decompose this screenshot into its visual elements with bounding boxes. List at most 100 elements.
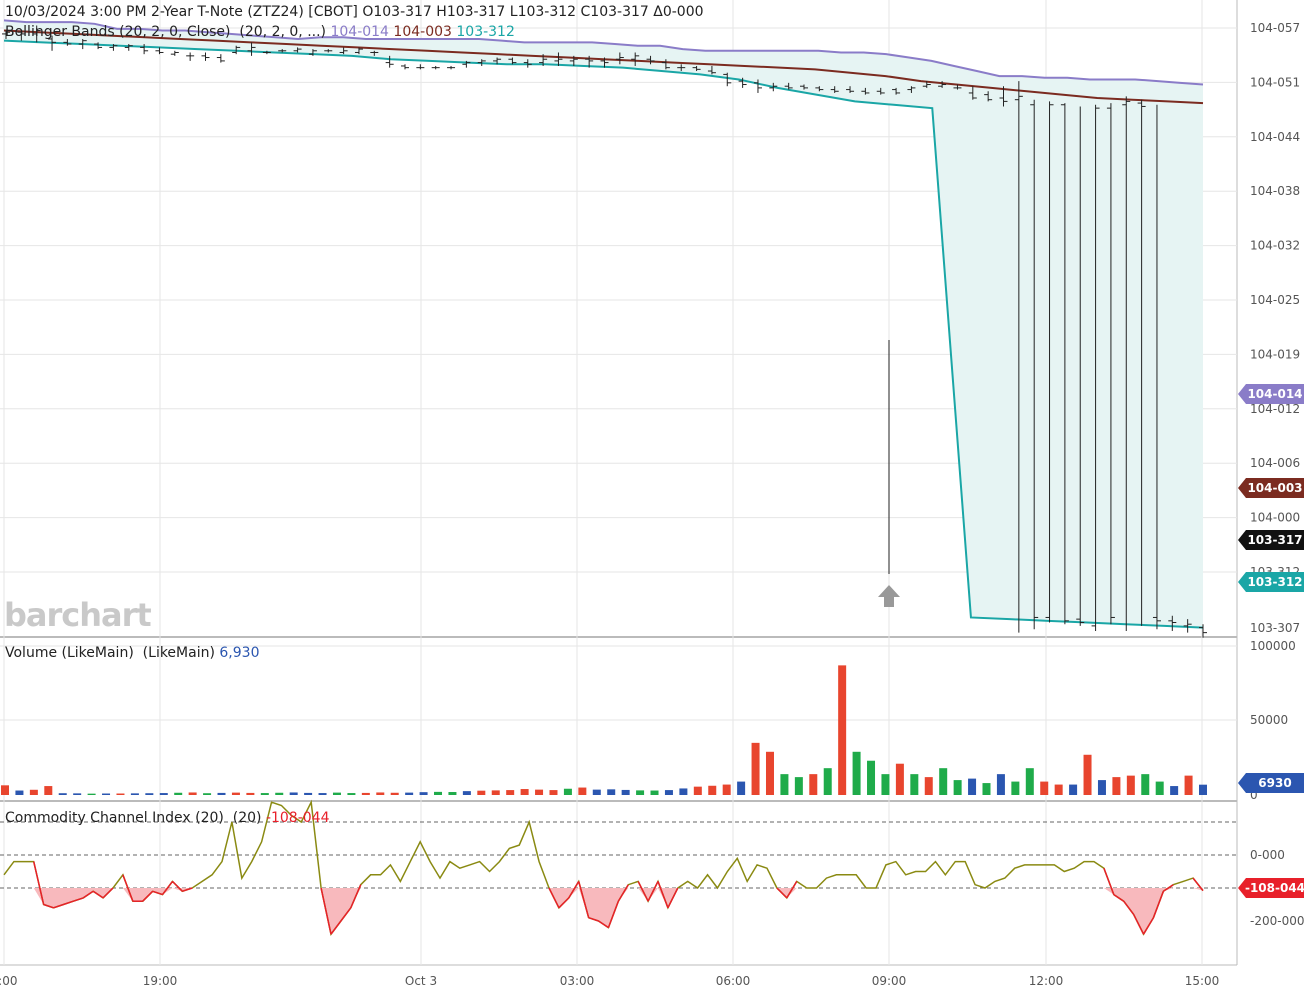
ohlc-bar	[631, 52, 640, 66]
barchart-watermark: barchart	[4, 596, 152, 634]
ohlc-bar	[815, 86, 824, 92]
ohlc-bar	[186, 52, 195, 61]
cci-line-oversold-segment	[32, 861, 45, 905]
upper-band-tag-text: 104-014	[1247, 387, 1302, 401]
cci-line-oversold-segment	[161, 880, 174, 896]
x-tick-label: Oct 3	[405, 974, 437, 988]
cci-tag-shape	[1238, 878, 1304, 898]
ohlc-bar	[201, 52, 210, 61]
cci-value: -108-044	[265, 810, 330, 826]
ohlc-bar	[339, 47, 348, 55]
y-tick-label: 104-044	[1250, 130, 1300, 144]
volume-y-tick-label: 0	[1250, 788, 1258, 802]
volume-bar	[794, 777, 803, 795]
x-tick-label: 09:00	[872, 974, 907, 988]
cci-line-oversold-segment	[637, 881, 649, 902]
volume-bar	[578, 787, 587, 795]
header-change: Δ0-000	[653, 4, 704, 20]
volume-bar	[549, 790, 558, 795]
cci-line-oversold-segment	[63, 900, 74, 906]
volume-bar	[275, 792, 284, 795]
cci-line-oversold-segment	[598, 920, 609, 929]
ohlc-bar	[769, 82, 778, 92]
volume-bar	[737, 781, 746, 795]
ohlc-bar	[170, 50, 179, 56]
volume-bar	[260, 793, 269, 795]
bollinger-legend[interactable]: Bollinger Bands (20, 2, 0, Close) (20, 2…	[5, 24, 515, 40]
ohlc-bar	[247, 42, 256, 56]
cci-line-oversold-segment	[122, 874, 134, 902]
volume-bar	[535, 789, 544, 795]
x-tick-label: 19:00	[143, 974, 178, 988]
volume-bar	[607, 789, 616, 795]
volume-bar	[693, 786, 702, 795]
ohlc-bar	[907, 86, 916, 93]
ohlc-bar	[999, 86, 1008, 107]
cci-line-oversold-segment	[1192, 877, 1204, 892]
volume-bar	[462, 791, 471, 795]
volume-bar	[347, 793, 356, 795]
cci-label: Commodity Channel Index (20) (20)	[5, 810, 262, 826]
cci-line-oversold-segment	[320, 887, 332, 935]
volume-bar	[1069, 784, 1078, 795]
volume-bar	[650, 790, 659, 795]
ohlc-bar	[508, 57, 517, 65]
volume-bar	[852, 751, 861, 795]
volume-y-tick-label: 50000	[1250, 713, 1288, 727]
ohlc-bar	[615, 52, 624, 65]
cci-line-oversold-segment	[102, 887, 114, 899]
cci-line-oversold-segment	[548, 887, 560, 909]
volume-bar	[968, 778, 977, 795]
volume-bar	[895, 763, 904, 795]
volume-bar	[520, 789, 529, 795]
last-price-tag-shape	[1238, 530, 1304, 550]
ohlc-bar	[1199, 624, 1207, 638]
bollinger-lower-value: 103-312	[456, 24, 515, 40]
cci-y-tick-label: 0-000	[1250, 848, 1285, 862]
volume-bar	[159, 793, 168, 795]
ohlc-bar	[661, 59, 670, 70]
cci-legend[interactable]: Commodity Channel Index (20) (20) -108-0…	[5, 810, 329, 826]
volume-bar	[231, 792, 240, 795]
header-high: H103-317	[436, 4, 506, 20]
cci-line-oversold-segment	[350, 884, 362, 909]
ohlc-bar	[1091, 104, 1100, 631]
ohlc-bar	[370, 50, 379, 56]
volume-bar	[924, 777, 933, 795]
volume-bar	[332, 792, 341, 795]
upper-band-tag-shape	[1238, 384, 1304, 404]
volume-bar	[289, 792, 298, 795]
volume-legend[interactable]: Volume (LikeMain) (LikeMain) 6,930	[5, 645, 259, 661]
ohlc-bar	[846, 86, 855, 93]
volume-bar	[1, 785, 9, 795]
ohlc-bar	[723, 72, 732, 87]
ohlc-bar	[554, 52, 563, 66]
volume-bar	[664, 790, 673, 795]
y-tick-label: 104-038	[1250, 184, 1300, 198]
cci-line-oversold-segment	[657, 881, 669, 909]
ohlc-bars	[2, 25, 1207, 638]
cci-line-oversold-segment	[1132, 914, 1145, 935]
ohlc-bar	[140, 44, 149, 55]
cci-line-oversold-segment	[1152, 891, 1165, 918]
ohlc-bar	[431, 65, 440, 70]
volume-bar	[491, 790, 500, 795]
cci-line-oversold-segment	[1142, 917, 1155, 935]
x-tick-label: 6:00	[0, 974, 17, 988]
middle-band-tag-text: 104-003	[1247, 481, 1302, 495]
ohlc-bar	[48, 35, 57, 51]
volume-bar	[1040, 781, 1049, 795]
cci-line-oversold-segment	[340, 907, 352, 922]
volume-bar	[621, 789, 630, 795]
ohlc-bar	[830, 86, 839, 93]
ohlc-bar	[462, 60, 471, 68]
volume-bar	[910, 774, 919, 795]
ohlc-bar	[1183, 619, 1192, 633]
x-tick-label: 15:00	[1185, 974, 1220, 988]
middle-band-tag-shape	[1238, 478, 1304, 498]
ohlc-bar	[1137, 99, 1146, 626]
volume-bar	[390, 792, 399, 795]
volume-tag-text: 6930	[1258, 776, 1291, 790]
ohlc-bar	[1060, 103, 1069, 625]
ohlc-bar	[232, 45, 241, 55]
